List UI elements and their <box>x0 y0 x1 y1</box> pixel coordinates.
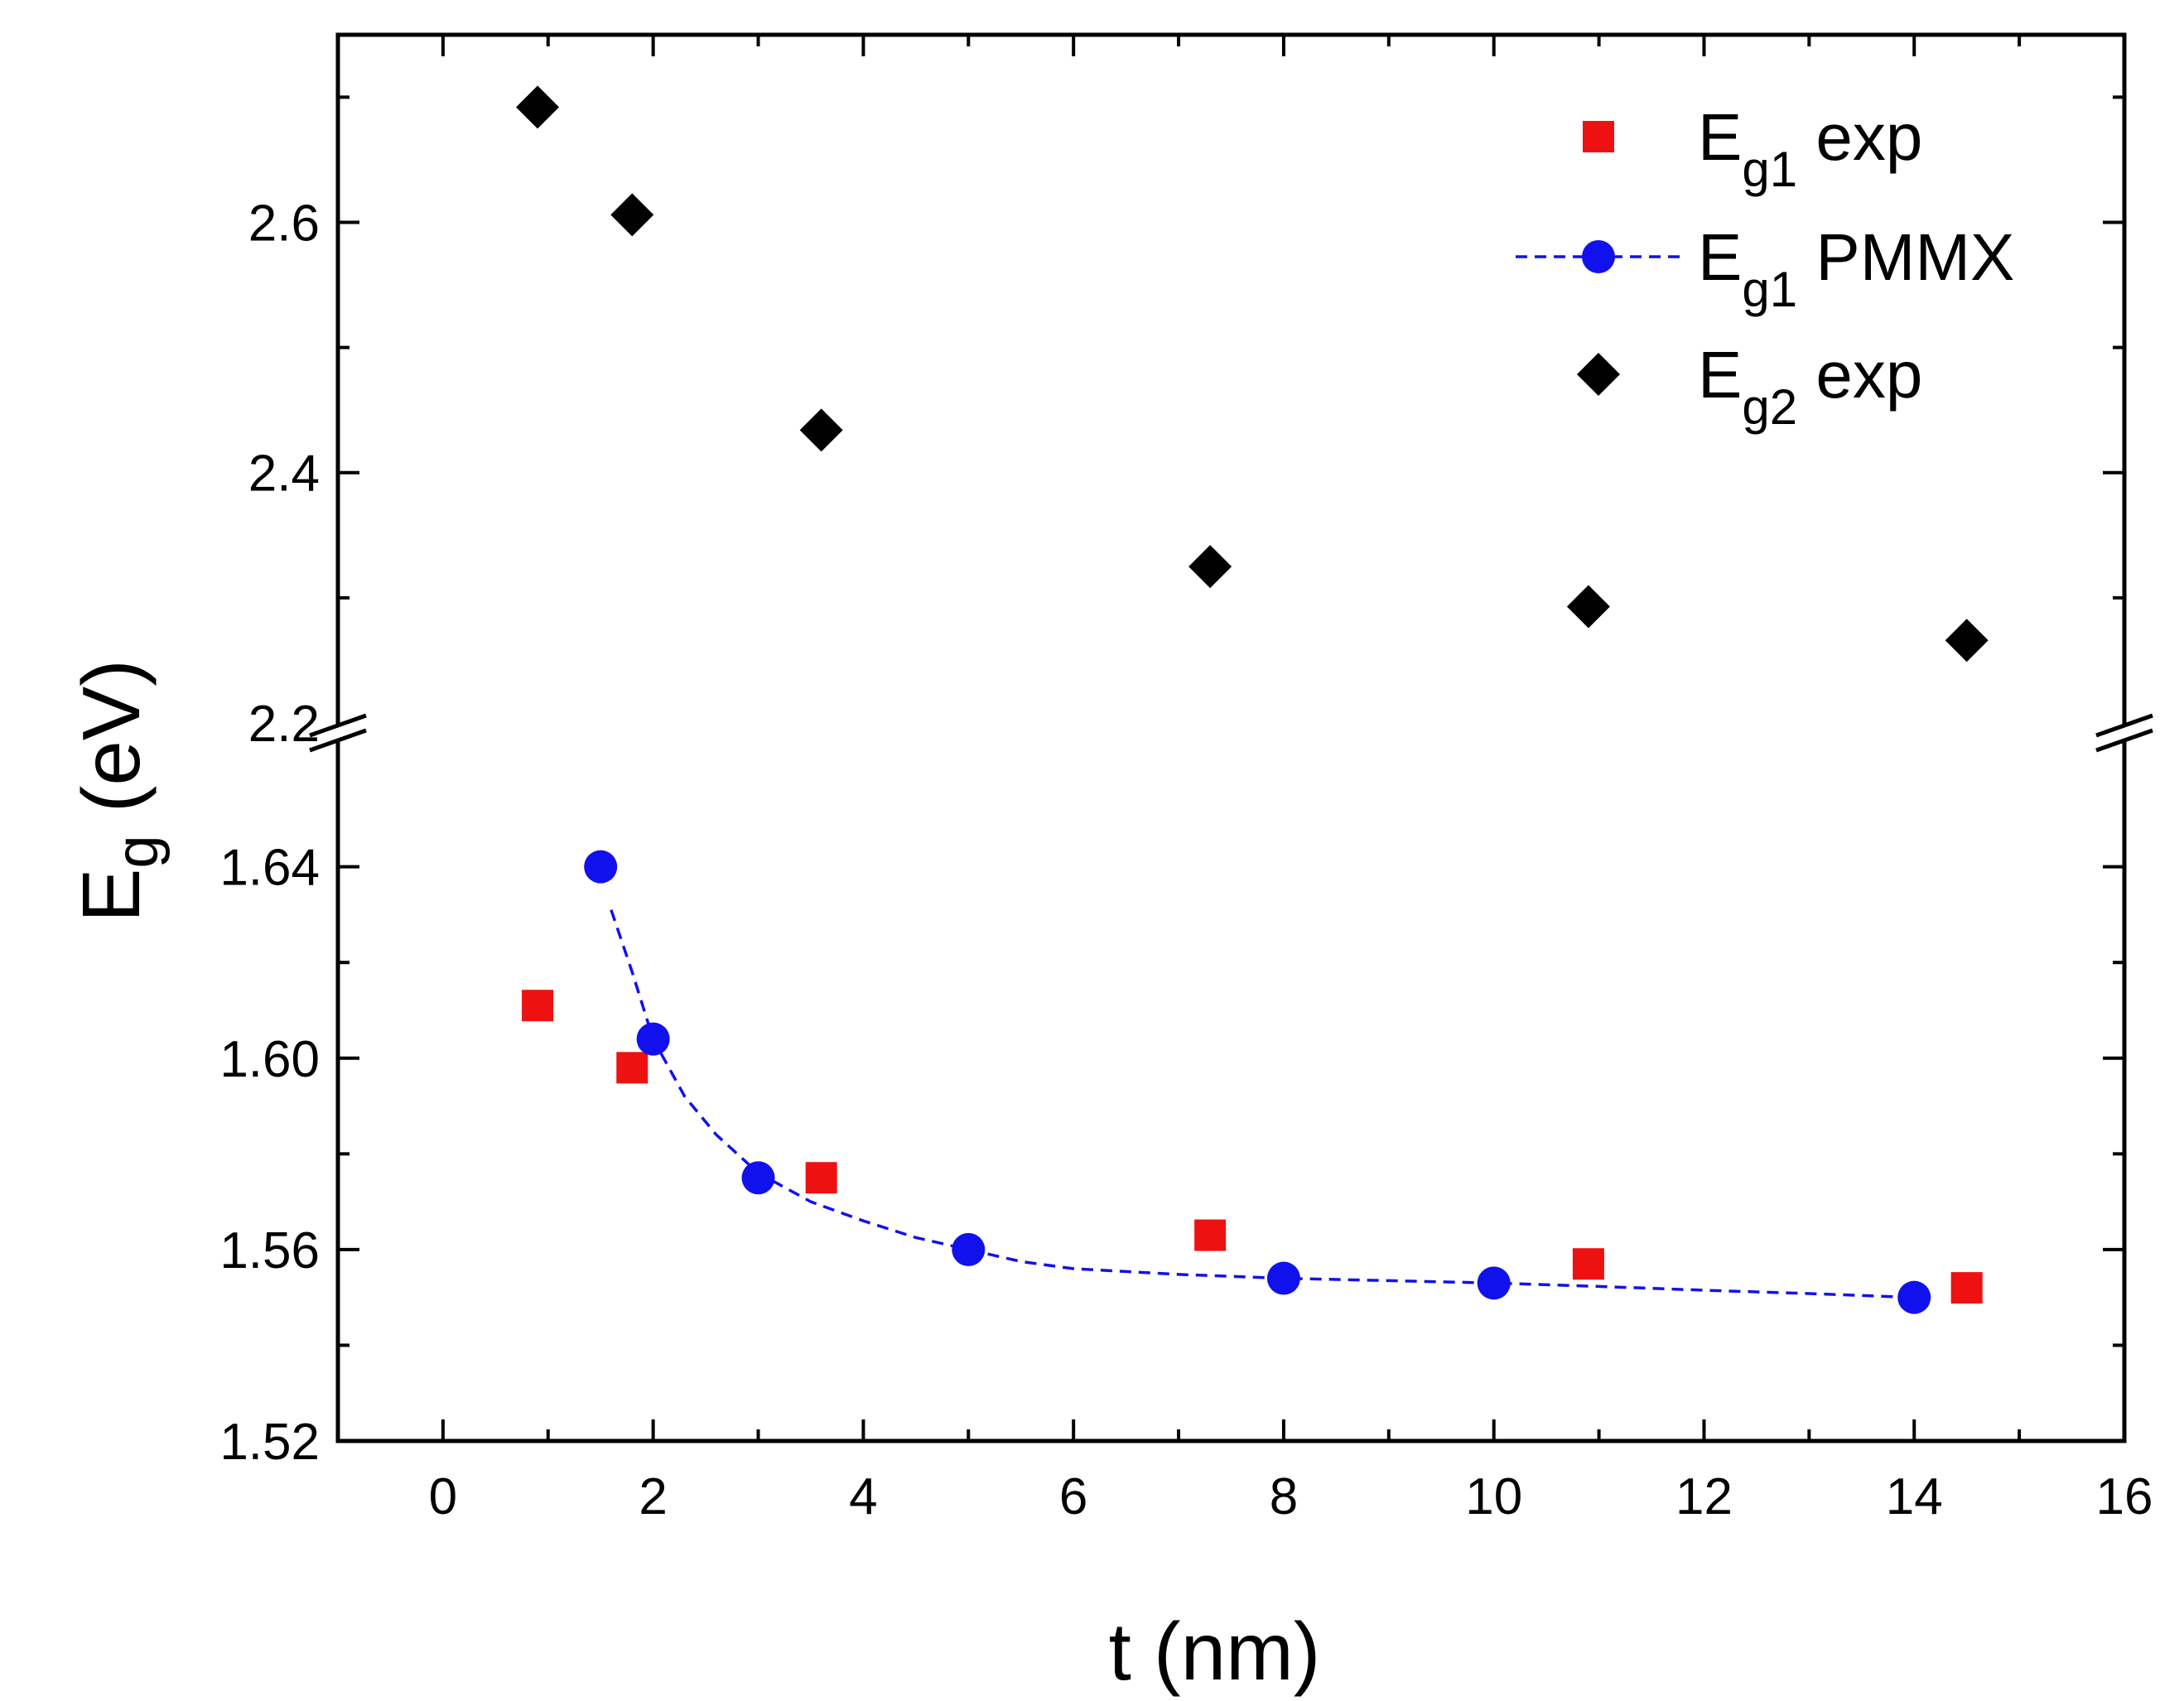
y-tick-label: 1.64 <box>219 840 320 897</box>
legend-entry-eg1-exp: Eg1 exp <box>1583 100 1922 197</box>
point-eg2-exp <box>799 408 843 452</box>
point-eg2-exp <box>1188 545 1232 589</box>
point-eg1-exp <box>616 1052 648 1084</box>
point-eg2-exp <box>516 85 560 129</box>
fit-curve-group <box>610 909 1915 1299</box>
y-axis-title-base: E <box>65 869 157 923</box>
x-tick-label: 16 <box>2096 1468 2153 1525</box>
axes-group: 0 2 4 6 8 10 12 14 16 2.2 2.4 2.6 1.52 1.56 1.60 1.64 t … <box>65 32 2153 1697</box>
point-eg1-exp <box>1950 1272 1983 1304</box>
legend-entry-eg1-pmmx: Eg1 PMMX <box>1516 220 2014 317</box>
x-tick-label: 8 <box>1270 1468 1298 1525</box>
point-eg1-pmmx <box>741 1161 775 1195</box>
axis-break-left <box>309 713 367 753</box>
y-tick-label: 1.56 <box>219 1222 320 1279</box>
legend-label-eg1-pmmx: Eg1 PMMX <box>1698 220 2014 317</box>
point-eg1-pmmx <box>1266 1261 1300 1295</box>
point-eg1-pmmx <box>1897 1280 1931 1314</box>
legend-marker-eg1-exp <box>1583 121 1614 152</box>
y-tick-label: 2.4 <box>248 446 320 503</box>
data-marks-group <box>516 85 1989 1314</box>
x-tick-label: 2 <box>639 1468 667 1525</box>
point-eg1-exp <box>1572 1248 1604 1280</box>
legend-label-eg2-exp: Eg2 exp <box>1698 338 1922 435</box>
point-eg1-pmmx <box>952 1232 986 1266</box>
legend-marker-eg2-exp <box>1577 353 1620 396</box>
point-eg1-exp <box>805 1162 837 1194</box>
point-eg1-exp <box>1194 1219 1227 1251</box>
legend-label-sub: g1 <box>1742 262 1797 317</box>
x-tick-label: 6 <box>1059 1468 1087 1525</box>
legend-marker-eg1-pmmx <box>1582 240 1615 273</box>
axis-break-slash <box>2095 713 2153 738</box>
axis-break-slash <box>309 713 367 738</box>
y-axis-title: Eg (eV) <box>65 659 171 923</box>
legend-label-eg1-exp: Eg1 exp <box>1698 100 1922 197</box>
legend-label-sub: g2 <box>1742 379 1797 435</box>
point-eg2-exp <box>1945 619 1989 663</box>
legend-label-sub: g1 <box>1742 142 1797 197</box>
legend-label-rest: PMMX <box>1797 220 2014 294</box>
point-eg1-exp <box>522 990 554 1022</box>
point-eg1-pmmx <box>584 850 618 884</box>
y-tick-label: 1.52 <box>219 1414 320 1471</box>
y-axis-title-sub: g <box>104 835 171 868</box>
axis-break-slash <box>309 728 367 753</box>
legend-label-base: E <box>1698 338 1742 412</box>
legend-entry-eg2-exp: Eg2 exp <box>1577 338 1922 435</box>
point-eg1-pmmx <box>1477 1266 1511 1300</box>
axis-break-right <box>2095 713 2153 753</box>
fit-curve-pmmx <box>610 909 1915 1299</box>
point-eg2-exp <box>1566 585 1610 629</box>
legend-label-rest: exp <box>1797 338 1922 412</box>
y-tick-label: 1.60 <box>219 1031 320 1088</box>
y-tick-label: 2.2 <box>248 696 320 753</box>
x-axis-title: t (nm) <box>1109 1606 1321 1697</box>
x-tick-label: 0 <box>429 1468 457 1525</box>
y-axis-title-unit: (eV) <box>65 659 157 835</box>
axis-break-slash <box>2095 728 2153 753</box>
x-tick-label: 14 <box>1886 1468 1943 1525</box>
legend-label-base: E <box>1698 100 1742 174</box>
x-tick-label: 4 <box>849 1468 877 1525</box>
x-tick-label: 12 <box>1675 1468 1733 1525</box>
x-tick-label: 10 <box>1465 1468 1522 1525</box>
y-tick-label: 2.6 <box>248 195 320 252</box>
point-eg1-pmmx <box>636 1022 670 1056</box>
legend-label-base: E <box>1698 220 1742 294</box>
legend-label-rest: exp <box>1797 100 1922 174</box>
point-eg2-exp <box>610 193 654 237</box>
